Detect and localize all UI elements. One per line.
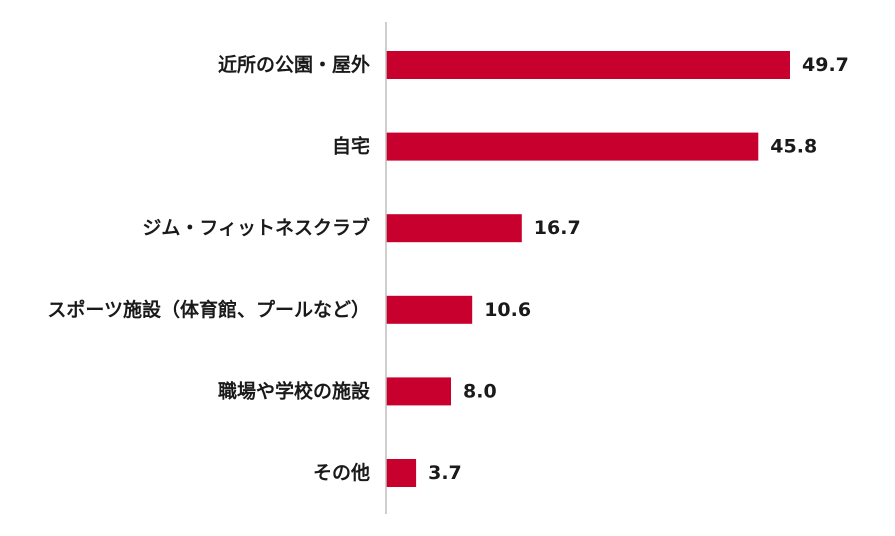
- value-label: 16.7: [534, 217, 581, 239]
- value-label: 3.7: [428, 462, 462, 484]
- bar: [386, 51, 790, 79]
- category-label: その他: [313, 461, 370, 484]
- value-label: 45.8: [770, 136, 817, 158]
- labels-layer: 近所の公園・屋外 49.7 自宅 45.8 ジム・フィットネスクラブ 16.7 スポーツ施設…: [47, 53, 849, 484]
- value-label: 8.0: [463, 380, 497, 402]
- category-label: 職場や学校の施設: [218, 379, 371, 402]
- bar: [386, 132, 759, 161]
- value-label: 49.7: [802, 54, 849, 76]
- bar: [386, 295, 473, 324]
- category-label: 近所の公園・屋外: [218, 53, 370, 76]
- category-label: 自宅: [332, 135, 370, 158]
- bar: [386, 377, 451, 406]
- value-label: 10.6: [484, 299, 531, 321]
- bar: [386, 214, 522, 243]
- bar: [386, 459, 417, 487]
- bars-layer: [386, 51, 790, 487]
- category-label: ジム・フィットネスクラブ: [142, 216, 370, 239]
- category-label: スポーツ施設（体育館、プールなど）: [47, 298, 370, 321]
